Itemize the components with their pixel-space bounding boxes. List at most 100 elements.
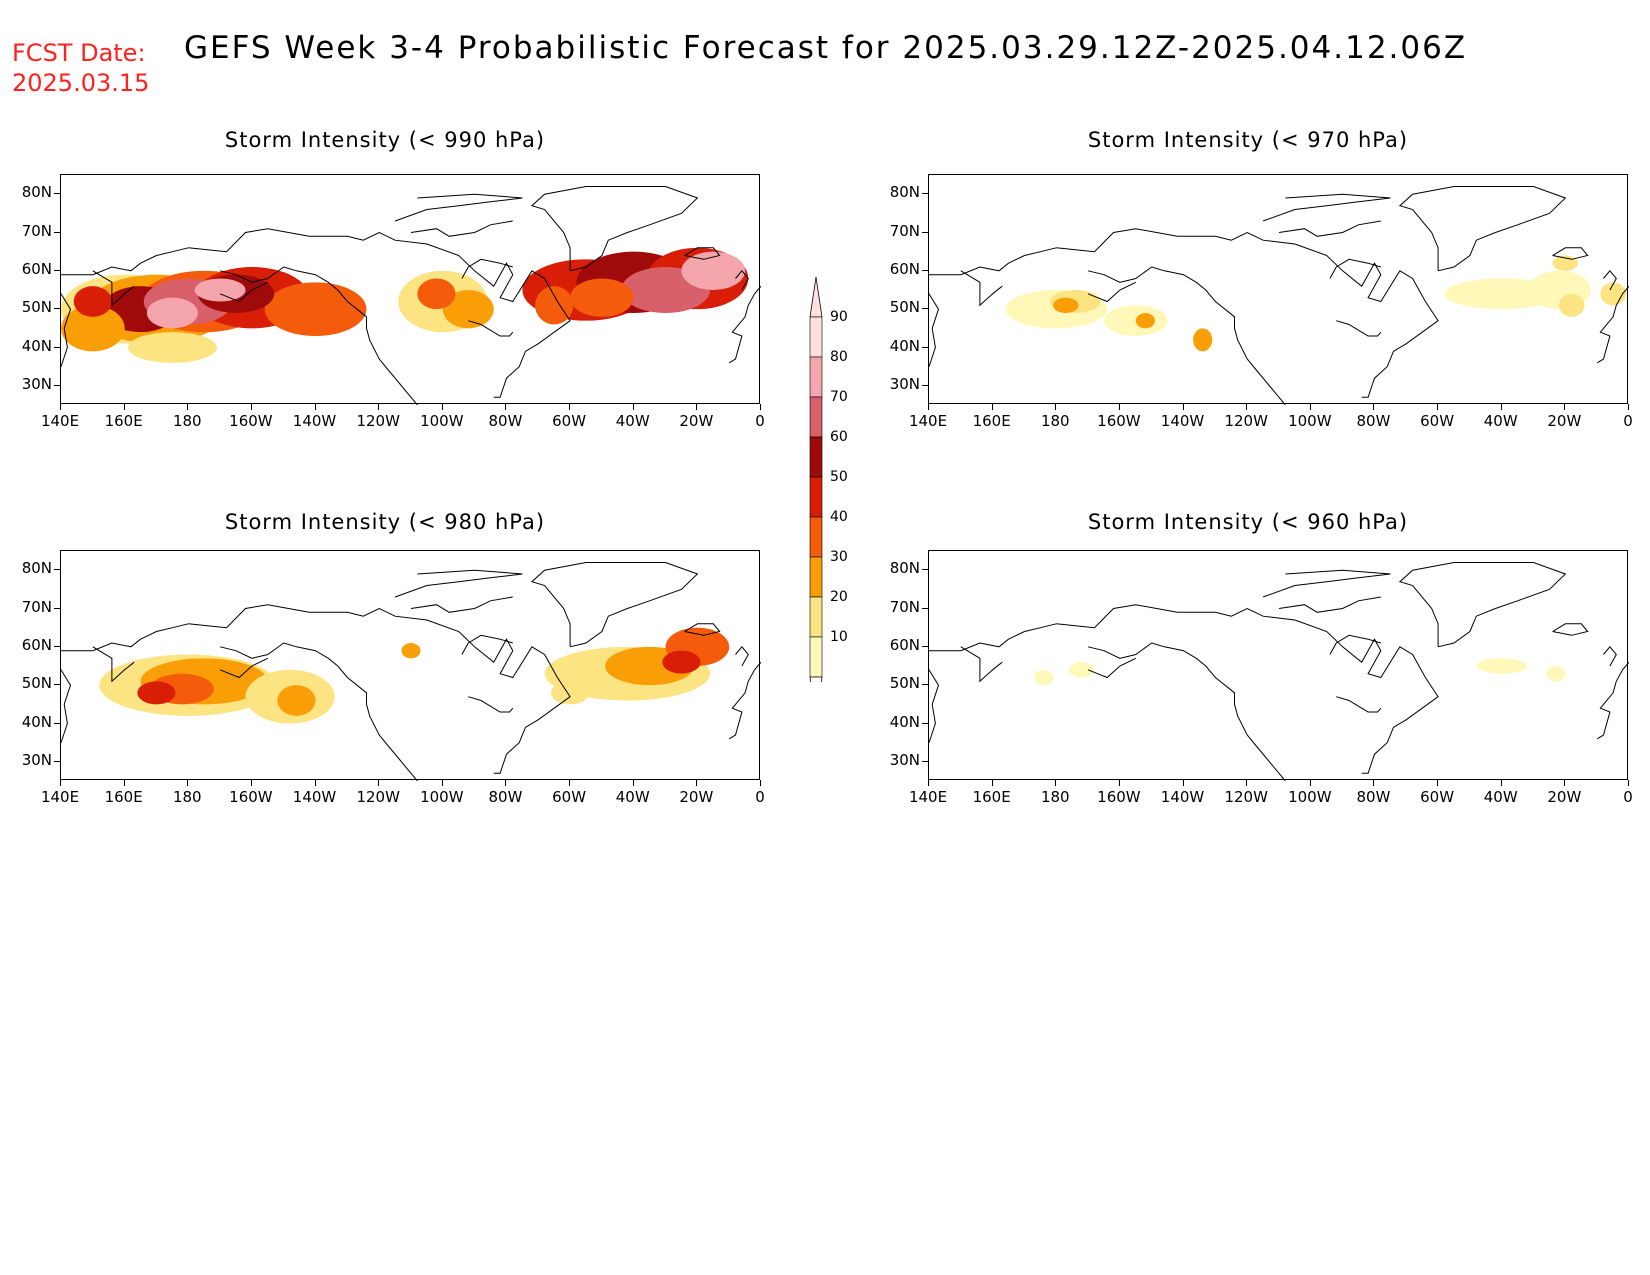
lon-tick-label: 160E xyxy=(104,788,143,806)
lon-tick xyxy=(1182,404,1184,410)
lon-tick-label: 0 xyxy=(755,412,765,430)
lat-tick xyxy=(922,684,928,686)
lat-tick xyxy=(922,607,928,609)
lat-tick-label: 80N xyxy=(21,183,52,202)
colorbar-swatch xyxy=(809,356,823,398)
coastline xyxy=(219,266,418,405)
lat-tick xyxy=(54,231,60,233)
lat-tick xyxy=(922,308,928,310)
lat-tick xyxy=(54,569,60,571)
coastline xyxy=(1056,228,1439,398)
colorbar-swatch xyxy=(809,556,823,598)
coastline xyxy=(530,186,699,272)
probability-shading xyxy=(277,685,316,716)
lat-tick xyxy=(922,346,928,348)
lat-tick xyxy=(922,645,928,647)
coastline xyxy=(735,646,749,667)
probability-shading xyxy=(1034,669,1054,686)
lat-tick-label: 80N xyxy=(889,183,920,202)
lat-tick-label: 60N xyxy=(889,635,920,654)
coastline xyxy=(219,642,418,781)
lon-tick xyxy=(314,780,316,786)
lon-tick-label: 180 xyxy=(1040,788,1070,806)
probability-shading xyxy=(127,332,217,363)
coastline xyxy=(684,623,721,636)
lat-tick-label: 60N xyxy=(889,259,920,278)
lon-tick-label: 140E xyxy=(908,412,948,430)
lon-tick-label: 160E xyxy=(104,412,143,430)
probability-shading xyxy=(137,681,176,705)
lat-tick-label: 70N xyxy=(889,597,920,616)
lat-tick-label: 80N xyxy=(889,559,920,578)
lon-tick-label: 140W xyxy=(1160,788,1205,806)
probability-shading xyxy=(551,681,590,705)
lon-tick xyxy=(1055,404,1057,410)
colorbar-label: 60 xyxy=(830,429,848,445)
lat-tick xyxy=(922,269,928,271)
lon-tick xyxy=(123,780,125,786)
map-svg xyxy=(61,186,761,405)
lat-tick xyxy=(922,760,928,762)
coastline xyxy=(929,623,1057,743)
probability-shading xyxy=(1600,282,1626,306)
colorbar-label: 30 xyxy=(830,549,848,565)
lon-tick-label: 60W xyxy=(552,788,587,806)
coastline xyxy=(735,270,749,291)
coastline xyxy=(468,696,514,713)
colorbar-label: 40 xyxy=(830,509,848,525)
map-svg xyxy=(929,186,1629,405)
lon-tick xyxy=(1564,404,1566,410)
probability-shading xyxy=(1104,305,1168,336)
lon-tick xyxy=(569,404,571,410)
lon-tick xyxy=(441,404,443,410)
coastline xyxy=(1603,646,1617,667)
coastline xyxy=(1329,634,1381,655)
lon-tick xyxy=(1309,404,1311,410)
lon-tick-label: 140W xyxy=(1160,412,1205,430)
probability-shading xyxy=(1559,293,1585,317)
probability-shading xyxy=(1053,297,1079,313)
coastline xyxy=(1336,696,1382,713)
lon-tick-label: 160W xyxy=(229,412,273,430)
lat-tick xyxy=(54,645,60,647)
probability-shading xyxy=(194,278,246,302)
lon-tick-label: 120W xyxy=(1224,412,1268,430)
coastline xyxy=(728,661,761,740)
colorbar-label: 20 xyxy=(830,589,848,605)
lon-tick-label: 140E xyxy=(40,788,80,806)
lon-tick xyxy=(991,404,993,410)
probability-shading xyxy=(401,643,421,659)
lat-tick-label: 70N xyxy=(889,221,920,240)
lon-tick-label: 100W xyxy=(1288,788,1332,806)
lon-tick-label: 80W xyxy=(1356,788,1391,806)
lon-tick-label: 100W xyxy=(420,412,464,430)
lon-tick-label: 20W xyxy=(1547,412,1582,430)
lon-tick xyxy=(314,404,316,410)
lon-tick xyxy=(505,404,507,410)
map-svg xyxy=(929,562,1629,781)
lon-tick-label: 140E xyxy=(40,412,80,430)
coastline xyxy=(61,247,189,367)
lat-tick xyxy=(54,346,60,348)
lon-tick xyxy=(1628,404,1629,410)
colorbar-svg xyxy=(809,276,823,718)
lon-tick-label: 140W xyxy=(292,412,337,430)
colorbar-swatch xyxy=(809,436,823,478)
lon-tick-label: 80W xyxy=(488,412,523,430)
lat-tick-label: 30N xyxy=(21,750,52,769)
lon-tick xyxy=(1500,404,1502,410)
probability-shading xyxy=(73,286,112,317)
lon-tick xyxy=(505,780,507,786)
lon-tick xyxy=(60,404,61,410)
lon-tick xyxy=(632,780,634,786)
lat-tick-label: 50N xyxy=(21,674,52,693)
lon-tick-label: 140W xyxy=(292,788,337,806)
lat-tick-label: 70N xyxy=(21,597,52,616)
lon-tick xyxy=(1564,780,1566,786)
lon-tick xyxy=(696,780,698,786)
lon-tick xyxy=(928,780,929,786)
map-frame xyxy=(928,550,1629,781)
lon-tick xyxy=(250,780,252,786)
lat-tick-label: 80N xyxy=(21,559,52,578)
lon-tick-label: 180 xyxy=(172,412,202,430)
